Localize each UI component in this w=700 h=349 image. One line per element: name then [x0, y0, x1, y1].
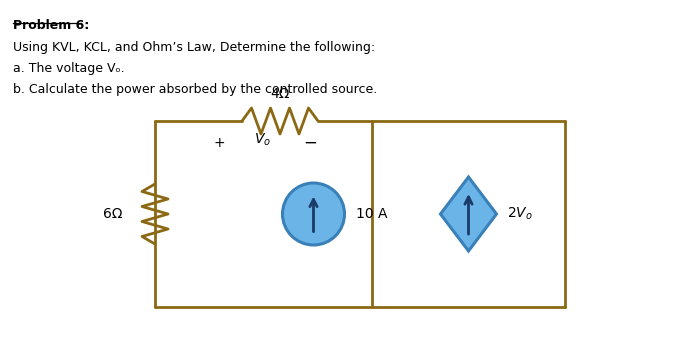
Text: +: + [214, 136, 225, 150]
Text: Using KVL, KCL, and Ohm’s Law, Determine the following:: Using KVL, KCL, and Ohm’s Law, Determine… [13, 41, 375, 54]
Polygon shape [440, 177, 496, 251]
Text: a. The voltage Vₒ.: a. The voltage Vₒ. [13, 62, 125, 75]
Text: b. Calculate the power absorbed by the controlled source.: b. Calculate the power absorbed by the c… [13, 83, 377, 96]
Text: 6Ω: 6Ω [104, 207, 123, 221]
Text: −: − [303, 134, 317, 152]
Circle shape [283, 183, 344, 245]
Text: Problem 6:: Problem 6: [13, 19, 90, 32]
Text: $2V_o$: $2V_o$ [507, 206, 532, 222]
Text: $V_o$: $V_o$ [255, 132, 272, 148]
Text: 4Ω: 4Ω [270, 87, 290, 101]
Text: 10 A: 10 A [356, 207, 387, 221]
